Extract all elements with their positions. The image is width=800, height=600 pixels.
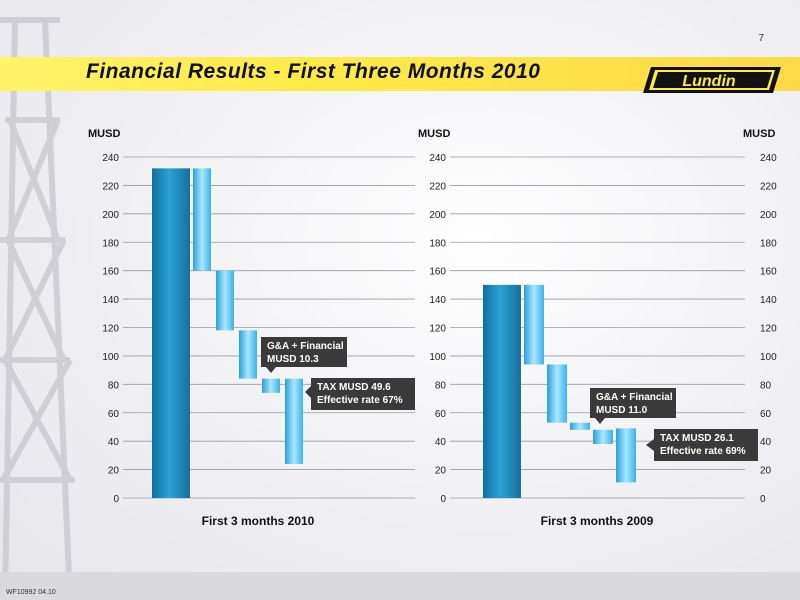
y-tick-label-right: 180	[760, 238, 777, 249]
footer-strip	[0, 572, 800, 600]
callout-line2: Effective rate 69%	[660, 446, 746, 457]
waterfall-step-bar	[570, 422, 590, 430]
y-tick-label: 220	[429, 181, 446, 192]
y-tick-label-right: 160	[760, 267, 777, 278]
y-tick-label: 200	[429, 210, 446, 221]
callout-pointer	[595, 418, 605, 424]
y-tick-label-right: 80	[760, 380, 772, 391]
y-tick-label: 140	[102, 295, 119, 306]
y-tick-label-right: 20	[760, 466, 772, 477]
logo-text: Lundin	[682, 73, 736, 90]
footer-code: WF10992 04.10	[6, 589, 56, 596]
y-tick-label: 160	[429, 267, 446, 278]
y-tick-label: 0	[113, 494, 119, 505]
waterfall-step-bar	[524, 284, 544, 365]
y-unit-label: MUSD	[418, 128, 450, 140]
waterfall-step-bar	[547, 364, 567, 423]
y-tick-label: 240	[429, 153, 446, 164]
callout-line1: G&A + Financial	[267, 341, 344, 352]
waterfall-step-bar	[616, 428, 636, 483]
callout-box	[590, 388, 676, 418]
callout-box	[311, 378, 415, 410]
callout-line2: MUSD 11.0	[596, 405, 648, 416]
waterfall-step-bar	[216, 270, 234, 331]
y-tick-label: 20	[435, 466, 447, 477]
y-tick-label: 60	[108, 409, 120, 420]
y-tick-label: 160	[102, 267, 119, 278]
y-tick-label: 20	[108, 466, 120, 477]
y-tick-label: 120	[429, 324, 446, 335]
y-tick-label: 180	[429, 238, 446, 249]
y-tick-label-right: 40	[760, 437, 772, 448]
x-category-label: First 3 months 2009	[541, 514, 654, 528]
y-unit-label: MUSD	[88, 128, 120, 140]
y-tick-label-right: 240	[760, 153, 777, 164]
callout-box	[261, 337, 347, 367]
y-tick-label: 40	[435, 437, 447, 448]
total-bar	[483, 284, 521, 498]
y-unit-label-right: MUSD	[743, 128, 775, 140]
y-tick-label-right: 220	[760, 181, 777, 192]
y-tick-label: 80	[435, 380, 447, 391]
waterfall-step-bar	[593, 429, 613, 445]
y-tick-label-right: 100	[760, 352, 777, 363]
page-number: 7	[758, 33, 764, 44]
callout-line1: TAX MUSD 26.1	[660, 433, 734, 444]
x-category-label: First 3 months 2010	[202, 514, 315, 528]
waterfall-step-bar	[262, 378, 280, 393]
y-tick-label-right: 60	[760, 409, 772, 420]
y-tick-label-right: 0	[760, 494, 766, 505]
y-tick-label: 40	[108, 437, 120, 448]
callout-line2: MUSD 10.3	[267, 354, 319, 365]
callout-pointer	[305, 386, 311, 398]
y-tick-label: 120	[102, 324, 119, 335]
y-tick-label: 80	[108, 380, 120, 391]
y-tick-label-right: 140	[760, 295, 777, 306]
callout-line1: G&A + Financial	[596, 392, 673, 403]
callout-line1: TAX MUSD 49.6	[317, 382, 391, 393]
y-tick-label-right: 200	[760, 210, 777, 221]
y-tick-label-right: 120	[760, 324, 777, 335]
callout-pointer	[266, 367, 276, 373]
waterfall-step-bar	[285, 378, 303, 464]
company-logo: Lundin	[643, 67, 781, 93]
waterfall-step-bar	[193, 168, 211, 271]
y-tick-label: 100	[429, 352, 446, 363]
y-tick-label: 140	[429, 295, 446, 306]
y-tick-label: 220	[102, 181, 119, 192]
total-bar	[152, 168, 190, 498]
y-tick-label: 100	[102, 352, 119, 363]
waterfall-step-bar	[239, 330, 257, 379]
callout-pointer	[646, 439, 654, 451]
page-title: Financial Results - First Three Months 2…	[86, 60, 541, 83]
y-tick-label: 180	[102, 238, 119, 249]
y-tick-label: 240	[102, 153, 119, 164]
y-tick-label: 200	[102, 210, 119, 221]
callout-line2: Effective rate 67%	[317, 395, 403, 406]
callout-box	[654, 429, 758, 461]
y-tick-label: 0	[440, 494, 446, 505]
y-tick-label: 60	[435, 409, 447, 420]
